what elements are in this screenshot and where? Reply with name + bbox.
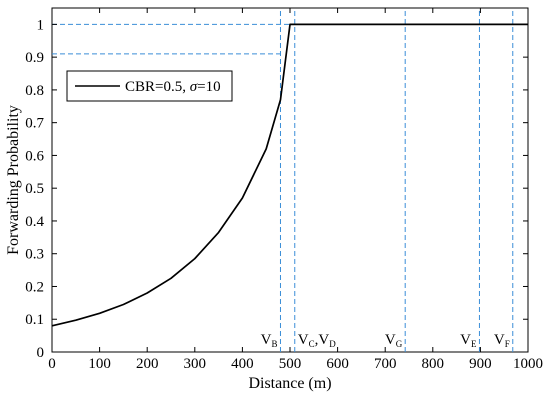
axes: 0 100 200 300 400 500 600 700 800 900 1000 0 0.1 0.2 0…	[25, 8, 543, 372]
series-line	[51, 23, 528, 327]
x-tick-label: 1000	[513, 356, 543, 372]
y-tick-label: 0.9	[25, 50, 44, 66]
x-tick-label: 900	[469, 356, 492, 372]
x-tick-label: 300	[184, 356, 207, 372]
plot-area	[51, 7, 529, 353]
vehicle-label: VF	[494, 332, 510, 349]
x-tick-label: 700	[374, 356, 397, 372]
y-tick-label: 0.1	[25, 312, 44, 328]
y-tick-label: 0.6	[25, 148, 44, 164]
x-tick-label: 800	[422, 356, 445, 372]
y-tick-label: 1	[37, 17, 45, 33]
legend: CBR=0.5, σ=10	[66, 70, 233, 102]
y-tick-label: 0.7	[25, 116, 44, 132]
x-tick-label: 0	[48, 356, 56, 372]
vehicle-label: VG	[385, 332, 403, 349]
y-tick-label: 0.2	[25, 279, 44, 295]
vehicle-label: VC,VD	[298, 332, 336, 349]
x-tick-label: 500	[279, 356, 302, 372]
vehicle-label: VE	[460, 332, 477, 349]
series-layer	[51, 23, 528, 327]
y-tick-label: 0.5	[25, 181, 44, 197]
y-tick-label: 0.8	[25, 83, 44, 99]
x-tick-label: 400	[231, 356, 254, 372]
legend-entry-suffix: =10	[197, 79, 220, 95]
x-tick-label: 600	[326, 356, 349, 372]
legend-entry: CBR=0.5, σ=10	[125, 79, 221, 95]
y-tick-label: 0.3	[25, 247, 44, 263]
reference-lines	[52, 8, 514, 352]
legend-entry-sigma: σ	[190, 79, 198, 95]
x-tick-label: 100	[88, 356, 111, 372]
y-tick-label: 0.4	[25, 214, 44, 230]
x-tick-label: 200	[136, 356, 159, 372]
vehicle-label: VB	[261, 332, 278, 349]
vehicle-labels: VB VC,VD VG VE VF	[261, 332, 510, 349]
y-tick-label: 0	[37, 345, 45, 361]
legend-entry-prefix: CBR=0.5,	[125, 79, 190, 95]
y-axis-label: Forwarding Probability	[5, 105, 22, 255]
x-axis-label: Distance (m)	[248, 375, 331, 392]
